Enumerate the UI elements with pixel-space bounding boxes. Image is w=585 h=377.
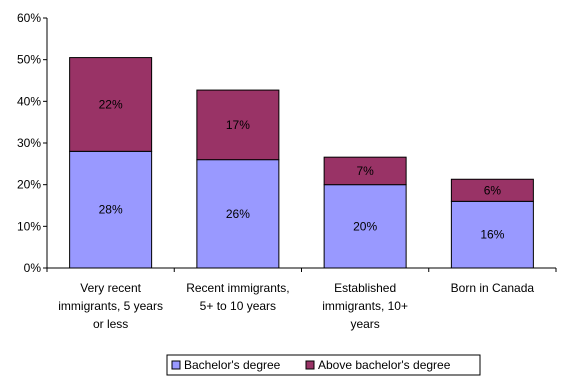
y-tick-label: 20%	[17, 178, 41, 192]
category-label-line: years	[350, 317, 379, 331]
category-label-line: 5+ to 10 years	[200, 299, 276, 313]
legend: Bachelor's degree Above bachelor's degre…	[166, 354, 481, 376]
data-label: 26%	[226, 207, 250, 221]
legend-swatch-bachelors	[171, 360, 181, 370]
y-tick-label: 50%	[17, 53, 41, 67]
data-label: 16%	[480, 228, 504, 242]
bar-above-bachelors	[450, 178, 534, 202]
bar-above-bachelors	[69, 57, 153, 152]
legend-label-bachelors: Bachelor's degree	[184, 358, 281, 372]
y-tick-label: 0%	[24, 261, 42, 275]
y-tick-label: 60%	[17, 11, 41, 25]
bar-above-bachelors	[323, 156, 407, 186]
y-tick-label: 10%	[17, 219, 41, 233]
data-label: 17%	[226, 118, 250, 132]
category-label: Recent immigrants, 5+ to 10 years	[186, 281, 289, 313]
category-label-line: Established	[334, 281, 396, 295]
category-label-line: Recent immigrants,	[186, 281, 289, 295]
legend-box	[166, 354, 481, 376]
category-label-line: Very recent	[80, 281, 141, 295]
y-tick-label: 40%	[17, 94, 41, 108]
data-label: 22%	[99, 97, 123, 111]
category-label-line: immigrants, 5 years	[58, 299, 163, 313]
category-label-line: or less	[93, 317, 128, 331]
data-label: 20%	[353, 219, 377, 233]
category-label-line: immigrants, 10+	[322, 299, 408, 313]
legend-swatch-above-bachelors	[305, 360, 315, 370]
bar-bachelors	[196, 159, 280, 269]
bar-bachelors	[69, 150, 153, 269]
category-label: Born in Canada	[451, 281, 535, 295]
category-label-line: Born in Canada	[451, 281, 535, 295]
bar-bachelors	[450, 200, 534, 269]
category-label: Established immigrants, 10+ years	[322, 281, 408, 331]
data-label: 7%	[356, 164, 374, 178]
bar-above-bachelors	[196, 89, 280, 161]
data-label: 6%	[484, 183, 502, 197]
y-tick-label: 30%	[17, 136, 41, 150]
bars	[69, 57, 534, 269]
legend-label-above-bachelors: Above bachelor's degree	[318, 358, 451, 372]
data-label: 28%	[99, 203, 123, 217]
labels: 28% 22% Very recent immigrants, 5 years or l…	[58, 97, 534, 331]
category-label: Very recent immigrants, 5 years or less	[58, 281, 163, 331]
